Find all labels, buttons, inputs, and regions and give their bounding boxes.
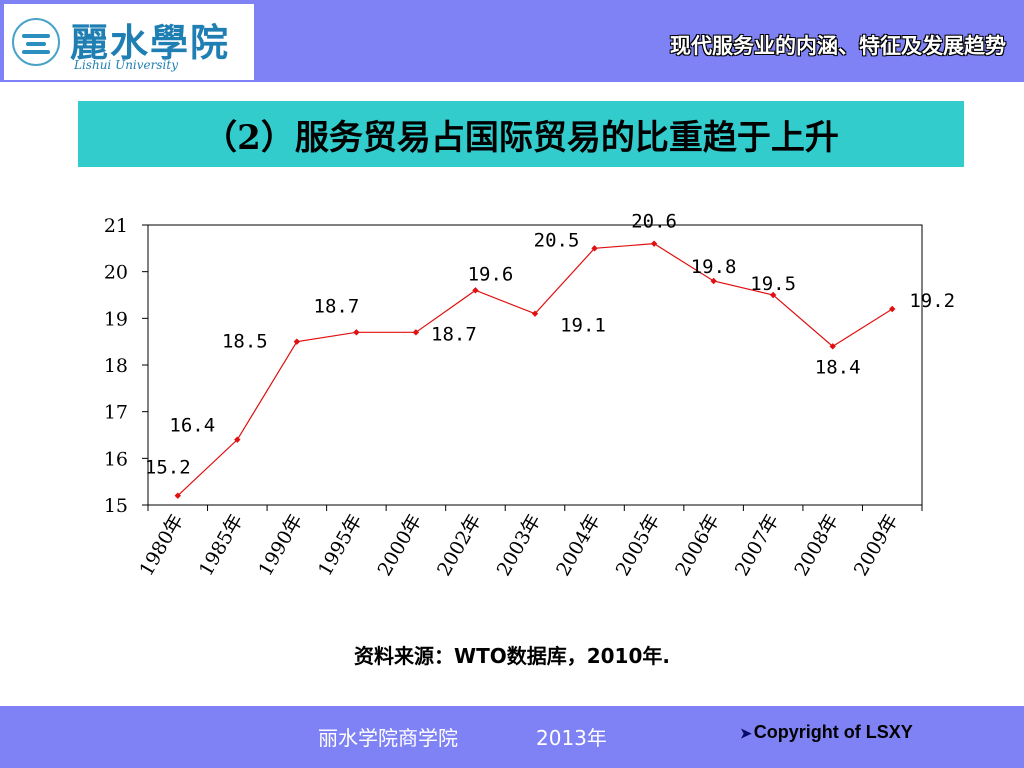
x-tick-label: 2009年 bbox=[850, 511, 903, 580]
y-tick-label: 20 bbox=[104, 262, 128, 284]
data-label: 15.2 bbox=[145, 457, 191, 479]
plot-area bbox=[147, 224, 923, 506]
deck-title: 现代服务业的内涵、特征及发展趋势 bbox=[670, 34, 1006, 58]
data-label: 16.4 bbox=[169, 415, 215, 437]
x-tick-label: 2008年 bbox=[790, 511, 843, 580]
data-point bbox=[234, 436, 241, 443]
y-tick-label: 16 bbox=[104, 448, 128, 470]
logo-chinese-name: 麗水學院 bbox=[70, 20, 231, 65]
x-tick-label: 2003年 bbox=[493, 511, 546, 580]
y-tick-label: 15 bbox=[104, 495, 128, 517]
data-label: 18.5 bbox=[222, 331, 268, 353]
x-tick-label: 2007年 bbox=[731, 511, 784, 580]
data-source-note: 资料来源：WTO数据库，2010年. bbox=[354, 644, 670, 668]
data-label: 20.5 bbox=[534, 229, 580, 251]
arrow-bullet-icon: ➤ bbox=[740, 725, 752, 741]
data-label: 18.4 bbox=[815, 356, 861, 378]
x-tick-label: 1990年 bbox=[254, 511, 307, 580]
x-tick-label: 1995年 bbox=[314, 511, 367, 580]
footer-bar bbox=[0, 706, 1024, 768]
data-point bbox=[889, 305, 896, 313]
data-point bbox=[293, 338, 301, 345]
x-tick-label: 1980年 bbox=[135, 511, 188, 580]
data-label: 19.6 bbox=[468, 263, 514, 285]
data-label: 19.1 bbox=[560, 315, 606, 337]
data-point bbox=[650, 240, 658, 247]
footer-year: 2013年 bbox=[536, 726, 607, 750]
data-point bbox=[591, 245, 598, 252]
data-point bbox=[174, 492, 181, 499]
footer-org: 丽水学院商学院 bbox=[318, 726, 458, 750]
data-point bbox=[472, 287, 479, 294]
data-point bbox=[412, 329, 420, 336]
y-tick-label: 21 bbox=[104, 215, 128, 237]
data-label: 19.5 bbox=[750, 273, 796, 295]
university-logo: 麗水學院 Lishui University bbox=[4, 4, 254, 80]
y-tick-label: 17 bbox=[104, 402, 128, 424]
data-point bbox=[531, 310, 539, 317]
data-point bbox=[829, 343, 836, 350]
x-tick-label: 2006年 bbox=[671, 511, 724, 580]
data-point bbox=[769, 291, 777, 299]
y-tick-label: 18 bbox=[104, 355, 128, 377]
data-label: 20.6 bbox=[631, 211, 677, 233]
y-tick-label: 19 bbox=[104, 308, 128, 330]
data-label: 19.2 bbox=[909, 290, 955, 312]
x-tick-label: 2002年 bbox=[433, 511, 486, 580]
data-label: 18.7 bbox=[431, 323, 477, 345]
x-tick-label: 1985年 bbox=[195, 511, 248, 580]
slide-title-banner: （2）服务贸易占国际贸易的比重趋于上升 bbox=[78, 101, 964, 167]
x-tick-label: 2000年 bbox=[374, 511, 427, 580]
data-label: 19.8 bbox=[691, 256, 737, 278]
x-tick-label: 2004年 bbox=[552, 511, 605, 580]
copyright-text: Copyright of LSXY bbox=[753, 722, 913, 742]
data-label: 18.7 bbox=[314, 295, 360, 317]
x-tick-label: 2005年 bbox=[612, 511, 665, 580]
logo-english-name: Lishui University bbox=[74, 58, 178, 72]
logo-emblem-icon bbox=[12, 18, 60, 66]
slide-title: （2）服务贸易占国际贸易的比重趋于上升 bbox=[203, 117, 839, 158]
copyright-notice: ➤ Copyright of LSXY bbox=[740, 722, 913, 743]
data-point bbox=[353, 329, 360, 336]
data-point bbox=[710, 277, 717, 285]
